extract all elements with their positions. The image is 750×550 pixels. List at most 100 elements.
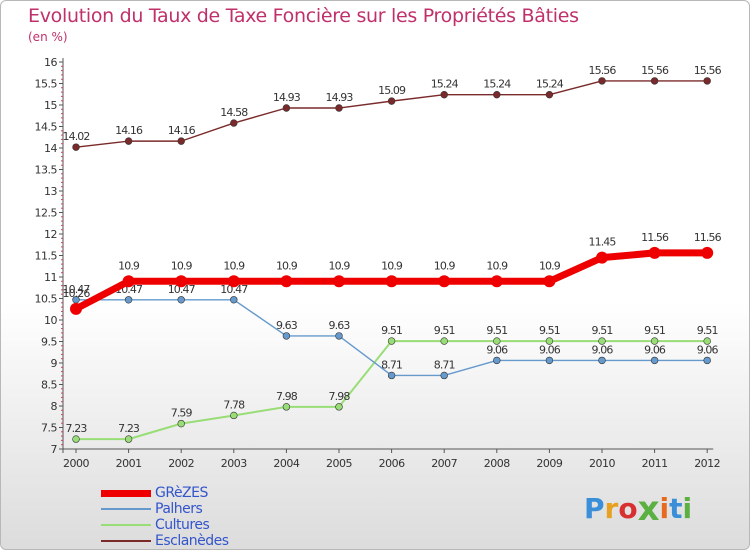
data-point — [440, 371, 448, 380]
data-label: 15.24 — [536, 78, 564, 91]
data-point — [545, 337, 554, 345]
data-label: 14.02 — [63, 130, 90, 143]
y-tick-label: 15.5 — [35, 78, 58, 91]
data-point — [70, 302, 82, 315]
data-point — [335, 104, 343, 112]
y-tick-label: 13.5 — [35, 164, 58, 177]
data-label: 9.51 — [381, 324, 402, 337]
data-point — [230, 411, 238, 420]
data-point — [596, 251, 608, 264]
data-label: 14.16 — [115, 124, 143, 137]
data-label: 14.93 — [273, 91, 301, 104]
x-tick-label: 2005 — [326, 457, 352, 470]
data-label: 11.56 — [694, 231, 722, 244]
data-label: 9.06 — [644, 343, 666, 356]
data-point — [230, 296, 238, 304]
y-tick-label: 16 — [44, 56, 57, 69]
data-label: 15.24 — [431, 78, 459, 91]
x-tick-label: 2011 — [642, 457, 668, 470]
data-label: 10.9 — [171, 259, 193, 272]
logo-letter: t — [669, 492, 683, 525]
data-label: 7.23 — [118, 422, 140, 435]
data-point — [282, 332, 291, 340]
data-point — [387, 337, 396, 345]
legend-swatch — [101, 508, 151, 510]
data-point — [177, 419, 185, 428]
logo-letter: o — [618, 492, 638, 525]
x-tick-label: 2000 — [63, 457, 89, 470]
legend-item: Palhers — [101, 501, 321, 518]
chart-title: Evolution du Taux de Taxe Foncière sur l… — [28, 5, 579, 27]
y-tick-label: 9 — [51, 357, 58, 370]
y-tick-label: 12.5 — [35, 207, 58, 220]
data-label: 9.06 — [592, 343, 614, 356]
data-point — [648, 246, 661, 259]
data-point — [230, 119, 238, 127]
data-point — [282, 104, 291, 112]
data-label: 9.06 — [539, 343, 561, 356]
data-label: 9.51 — [644, 324, 665, 337]
legend-label: Palhers — [155, 501, 203, 517]
y-tick-label: 12 — [44, 228, 57, 241]
legend: GRèZES Palhers Cultures Esclanèdes — [101, 485, 321, 549]
data-label: 10.47 — [220, 283, 248, 296]
data-point — [703, 356, 711, 365]
y-tick-label: 10.5 — [35, 293, 58, 306]
data-label: 7.98 — [276, 390, 298, 403]
x-tick-label: 2004 — [273, 457, 299, 470]
data-label: 11.45 — [589, 236, 617, 249]
data-label: 7.59 — [171, 407, 193, 420]
data-point — [387, 371, 396, 380]
x-tick-label: 2010 — [589, 457, 615, 470]
data-point — [177, 137, 185, 145]
y-tick-label: 14.5 — [35, 121, 58, 134]
logo-letter: x — [637, 489, 660, 529]
data-label: 9.51 — [697, 324, 718, 337]
data-point — [703, 337, 711, 345]
series-line — [75, 340, 709, 441]
data-point — [124, 296, 133, 304]
data-point — [650, 77, 659, 85]
chart-subtitle: (en %) — [28, 30, 68, 44]
x-tick-label: 2008 — [484, 457, 510, 470]
data-point — [335, 403, 343, 411]
data-label: 9.63 — [276, 319, 298, 332]
x-tick-label: 2007 — [431, 457, 457, 470]
data-point — [440, 90, 448, 99]
data-point — [124, 435, 133, 443]
data-point — [493, 90, 501, 99]
logo-letter: P — [584, 492, 605, 525]
data-label: 10.47 — [168, 283, 196, 296]
data-label: 10.26 — [63, 287, 91, 300]
logo-letter: i — [659, 492, 670, 525]
data-label: 9.51 — [592, 324, 613, 337]
y-tick-label: 7 — [51, 443, 58, 456]
x-tick-label: 2009 — [536, 457, 562, 470]
data-point — [493, 337, 501, 345]
y-tick-label: 7.5 — [41, 422, 57, 435]
data-point — [387, 97, 396, 105]
data-label: 15.09 — [378, 84, 406, 97]
y-tick-label: 13 — [44, 185, 57, 198]
legend-label: Cultures — [155, 517, 210, 533]
proxiti-logo: Proxiti — [584, 487, 693, 529]
logo-letter: r — [604, 492, 619, 525]
data-point — [545, 356, 554, 365]
x-tick-label: 2003 — [221, 457, 247, 470]
data-point — [227, 275, 240, 288]
y-tick-label: 8.5 — [41, 379, 57, 392]
data-point — [490, 275, 503, 288]
data-point — [493, 356, 501, 365]
x-tick-label: 2006 — [379, 457, 405, 470]
data-label: 15.56 — [589, 64, 617, 77]
data-label: 9.51 — [486, 324, 507, 337]
logo-letter: i — [682, 492, 693, 525]
data-label: 9.63 — [329, 319, 351, 332]
data-point — [440, 337, 448, 345]
data-label: 9.51 — [434, 324, 455, 337]
data-label: 10.9 — [223, 259, 245, 272]
data-point — [701, 246, 714, 259]
data-label: 11.56 — [641, 231, 669, 244]
data-label: 10.9 — [486, 259, 508, 272]
